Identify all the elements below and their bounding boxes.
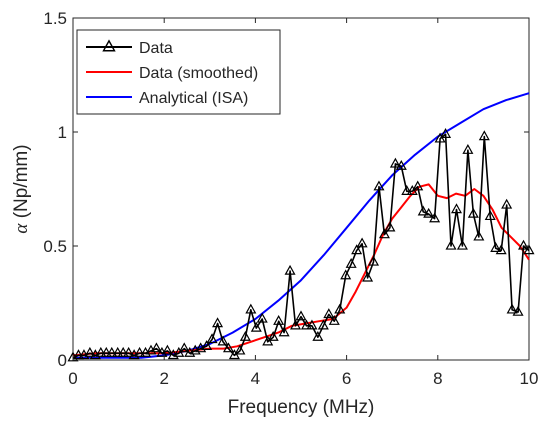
data-point-marker [201, 340, 213, 350]
data-point-marker [506, 303, 518, 314]
legend-label: Analytical (ISA) [139, 90, 248, 107]
data-point-marker [212, 317, 224, 328]
data-point-marker [378, 228, 390, 239]
data-point-marker [106, 346, 118, 357]
data-point-marker [462, 143, 474, 154]
data-point-marker [456, 239, 468, 250]
data-point-marker [217, 335, 229, 346]
x-tick-label: 6 [342, 369, 351, 388]
data-point-marker [256, 312, 268, 323]
y-tick-label: 1 [58, 123, 67, 142]
y-axis-unit: (Np/mm) [11, 144, 32, 223]
legend-item: Data (smoothed) [86, 65, 258, 82]
series-line [73, 92, 530, 359]
series-0 [67, 128, 535, 362]
y-axis-label: α (Np/mm) [11, 144, 32, 233]
data-point-marker [490, 242, 502, 252]
data-point-marker [384, 221, 396, 232]
data-point-marker [450, 203, 463, 214]
x-tick-label: 2 [159, 369, 168, 388]
series-1 [72, 183, 530, 357]
data-point-marker [123, 346, 135, 357]
data-point-marker [245, 303, 257, 314]
y-tick-label: 1.5 [43, 9, 67, 28]
legend-marker [102, 39, 116, 52]
legend-item: Analytical (ISA) [86, 90, 248, 107]
data-point-marker [328, 314, 340, 325]
data-point-marker [495, 244, 507, 255]
data-point-marker [512, 305, 524, 316]
data-point-marker [161, 344, 173, 355]
data-point-marker [273, 314, 285, 325]
data-point-marker [478, 130, 490, 141]
data-point-marker [417, 205, 429, 216]
legend: Data Data (smoothed) Analytical (ISA) [76, 29, 281, 115]
data-point-marker [112, 346, 124, 357]
series-line [72, 133, 530, 359]
data-point-marker [523, 244, 535, 255]
data-point-marker [239, 330, 251, 341]
data-point-marker [323, 308, 335, 319]
data-point-marker [501, 198, 513, 209]
data-point-marker [373, 180, 385, 191]
data-point-marker [250, 321, 262, 332]
data-point-marker [267, 330, 279, 341]
data-point-marker [423, 207, 435, 218]
data-point-marker [117, 346, 129, 357]
series-layer [67, 92, 535, 362]
data-point-marker [100, 346, 112, 357]
data-point-marker [440, 128, 452, 138]
data-point-marker [334, 303, 346, 314]
data-point-marker [395, 159, 407, 170]
data-point-marker [222, 342, 235, 353]
data-point-marker [312, 330, 324, 341]
y-tick-label: 0.5 [43, 237, 67, 256]
data-point-marker [317, 319, 329, 330]
data-point-marker [295, 310, 307, 321]
data-point-marker [467, 207, 479, 218]
data-point-marker [178, 342, 190, 353]
data-point-marker [206, 333, 218, 344]
data-point-marker [351, 244, 363, 255]
ticks-layer: 0 2 4 6 8 10 0 0.5 1 1.5 [43, 9, 538, 388]
data-point-marker [234, 344, 246, 355]
data-point-marker [401, 185, 413, 195]
data-point-marker [300, 319, 312, 330]
y-tick-label: 0 [58, 351, 67, 370]
data-point-marker [134, 346, 146, 357]
data-point-marker [345, 257, 357, 268]
legend-item: Data [86, 39, 173, 57]
data-point-marker [84, 346, 96, 357]
series-line [72, 183, 530, 357]
x-axis-label: Frequency (MHz) [228, 397, 375, 418]
data-point-marker [367, 255, 380, 266]
series-2 [73, 92, 530, 359]
data-point-marker [290, 319, 302, 330]
x-tick-label: 8 [433, 369, 442, 388]
data-point-marker [95, 346, 107, 357]
data-point-marker [306, 319, 318, 330]
data-point-marker [356, 237, 368, 248]
data-point-marker [72, 349, 84, 360]
data-point-marker [412, 180, 424, 191]
data-point-marker [445, 239, 457, 250]
data-point-marker [389, 157, 401, 168]
legend-label: Data [139, 40, 173, 57]
x-tick-label: 10 [520, 369, 539, 388]
y-axis-symbol: α [11, 223, 32, 234]
legend-items: Data Data (smoothed) Analytical (ISA) [86, 39, 258, 107]
data-point-marker [473, 230, 485, 241]
data-point-marker [518, 239, 530, 250]
data-point-marker [284, 264, 296, 275]
data-point-marker [278, 326, 290, 337]
x-tick-label: 4 [251, 369, 260, 388]
data-point-marker [429, 212, 441, 223]
legend-label: Data (smoothed) [139, 65, 258, 82]
x-tick-label: 0 [68, 369, 77, 388]
data-point-marker [340, 269, 352, 280]
data-point-marker [150, 342, 162, 353]
data-point-marker [362, 271, 374, 282]
data-point-marker [484, 210, 496, 221]
